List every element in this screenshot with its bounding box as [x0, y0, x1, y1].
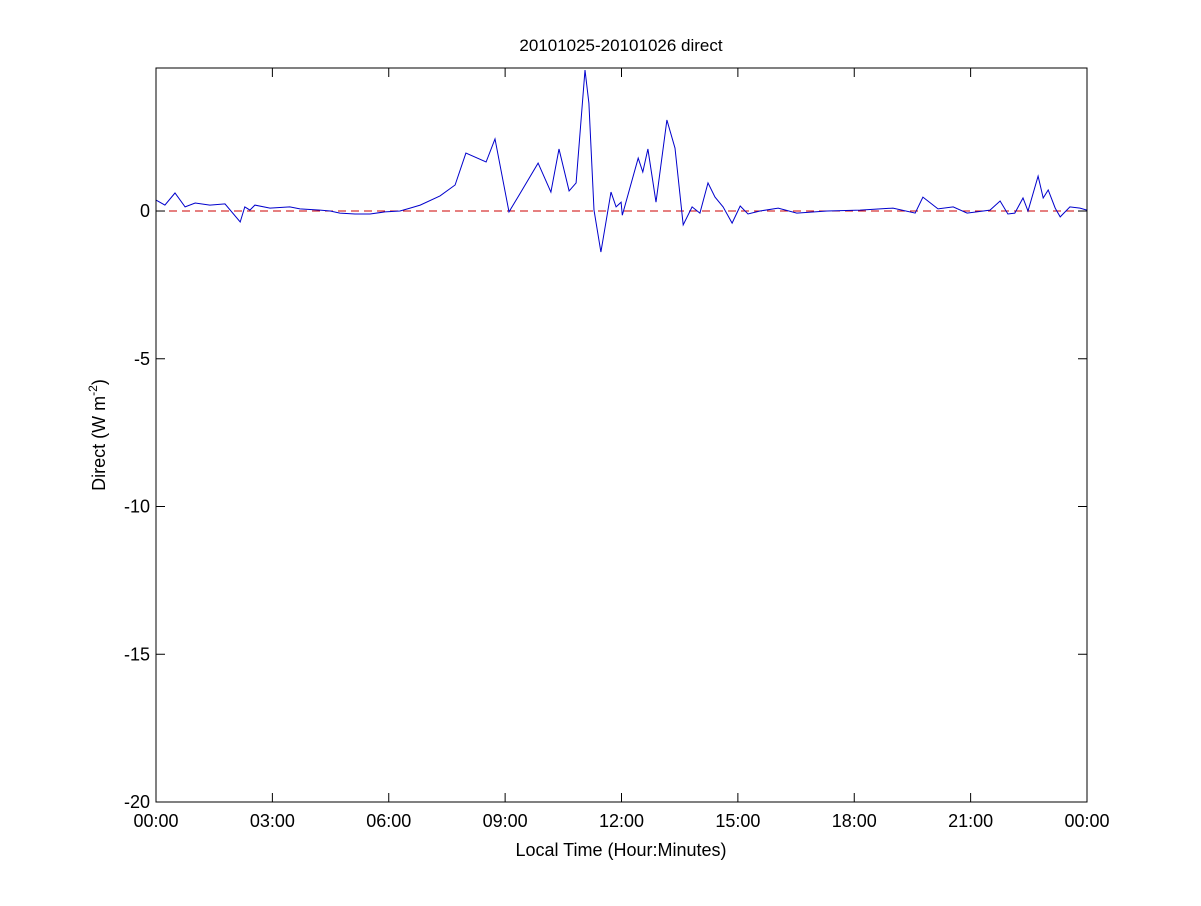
x-tick-label: 06:00 — [366, 811, 411, 831]
x-tick-label: 00:00 — [133, 811, 178, 831]
direct-series-line — [156, 70, 1087, 253]
y-tick-label: -20 — [124, 792, 150, 812]
x-tick-label: 09:00 — [483, 811, 528, 831]
axis-ticks: 00:00 03:00 06:00 09:00 12:00 15:00 18:00 21:00… — [124, 68, 1110, 831]
x-tick-label: 12:00 — [599, 811, 644, 831]
y-axis-label-main: Direct (W m — [89, 396, 109, 491]
chart-title: 20101025-20101026 direct — [519, 36, 723, 55]
x-axis-label: Local Time (Hour:Minutes) — [515, 840, 726, 860]
y-axis-label-close: ) — [89, 379, 109, 385]
y-axis-label-sup: -2 — [86, 385, 100, 396]
y-tick-label: -10 — [124, 497, 150, 517]
x-tick-label: 18:00 — [832, 811, 877, 831]
x-tick-label: 15:00 — [715, 811, 760, 831]
y-tick-label: 0 — [140, 201, 150, 221]
x-tick-label: 03:00 — [250, 811, 295, 831]
x-tick-label: 21:00 — [948, 811, 993, 831]
y-tick-label: -15 — [124, 644, 150, 664]
y-tick-label: -5 — [134, 349, 150, 369]
x-tick-label: 00:00 — [1064, 811, 1109, 831]
y-axis-label: Direct (W m-2) — [86, 379, 109, 491]
